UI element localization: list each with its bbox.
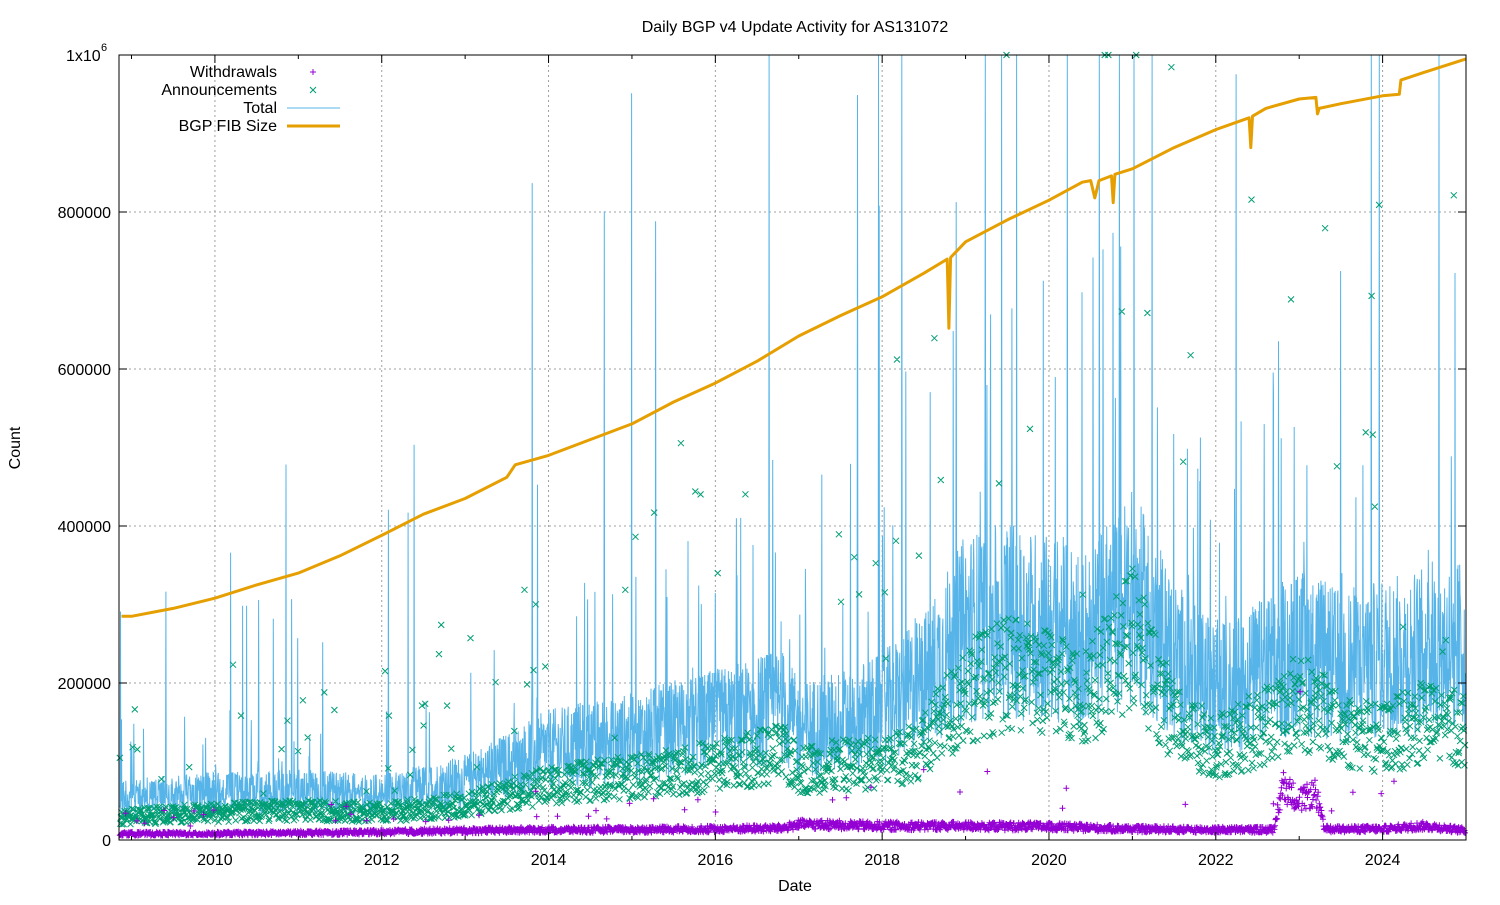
x-tick-label: 2014 (531, 852, 567, 869)
series-line-fib-size (121, 57, 1467, 618)
y-tick-label: 200000 (58, 676, 111, 693)
legend-label: Announcements (161, 82, 277, 99)
x-tick-label: 2024 (1365, 852, 1401, 869)
chart-title: Daily BGP v4 Update Activity for AS13107… (642, 19, 949, 36)
plot-border (118, 54, 1467, 841)
legend-marker-plus (310, 69, 316, 75)
x-axis-label: Date (778, 878, 812, 895)
axes: 0 200000 400000 600000 800000 2010 2012 2014 201… (58, 55, 1466, 869)
plot-area (116, 51, 1469, 839)
y-top-tick-label: 1x10 6 (66, 42, 107, 65)
x-tick-label: 2022 (1198, 852, 1234, 869)
series-line-total (119, 54, 1466, 818)
y-tick-label: 400000 (58, 519, 111, 536)
series-points-withdrawals (116, 688, 1468, 839)
legend-label: Withdrawals (190, 64, 277, 81)
series-points-announcements (116, 51, 1469, 828)
y-axis-label: Count (7, 426, 24, 469)
x-tick-label: 2020 (1031, 852, 1067, 869)
y-tick-label: 0 (102, 833, 111, 850)
x-tick-label: 2018 (864, 852, 900, 869)
x-tick-label: 2012 (364, 852, 400, 869)
grid-lines (119, 55, 1466, 840)
legend-marker-cross (309, 86, 317, 94)
legend-label: BGP FIB Size (179, 118, 278, 135)
x-tick-label: 2016 (698, 852, 734, 869)
y-tick-label: 800000 (58, 205, 111, 222)
x-tick-label: 2010 (197, 852, 233, 869)
y-tick-label: 600000 (58, 362, 111, 379)
y-top-tick-exponent: 6 (101, 42, 107, 54)
legend-label: Total (243, 100, 277, 117)
y-top-tick-base: 1x10 (66, 48, 101, 65)
